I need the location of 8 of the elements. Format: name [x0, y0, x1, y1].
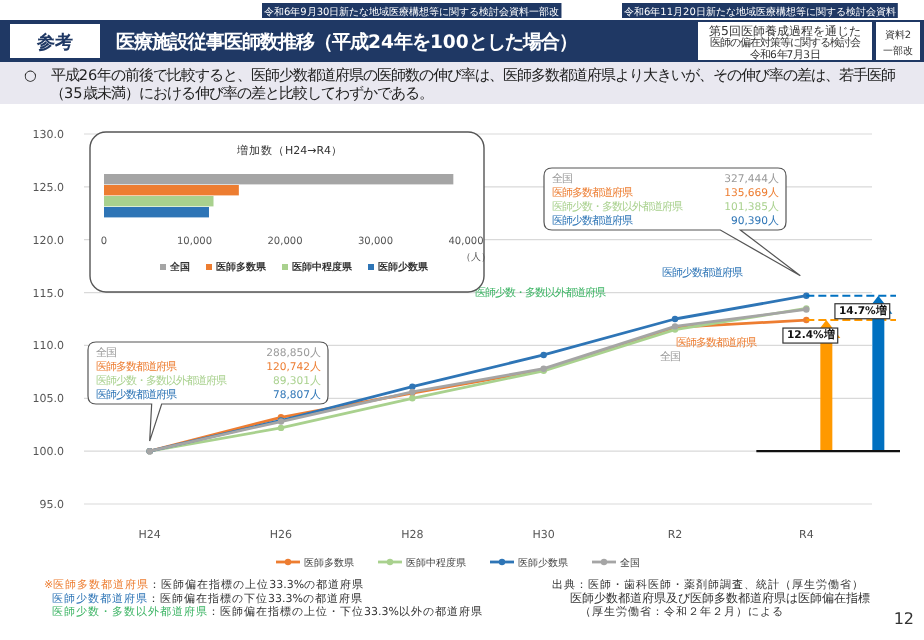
- point: [540, 351, 547, 359]
- point: [671, 315, 679, 323]
- text: 12: [893, 610, 914, 628]
- point: [277, 424, 285, 432]
- point: [409, 383, 416, 390]
- text: 参考: [35, 32, 73, 54]
- point: [409, 395, 416, 402]
- chart-title: 医療施設従事医師数推移（平成24年を100とした場合）: [116, 32, 577, 54]
